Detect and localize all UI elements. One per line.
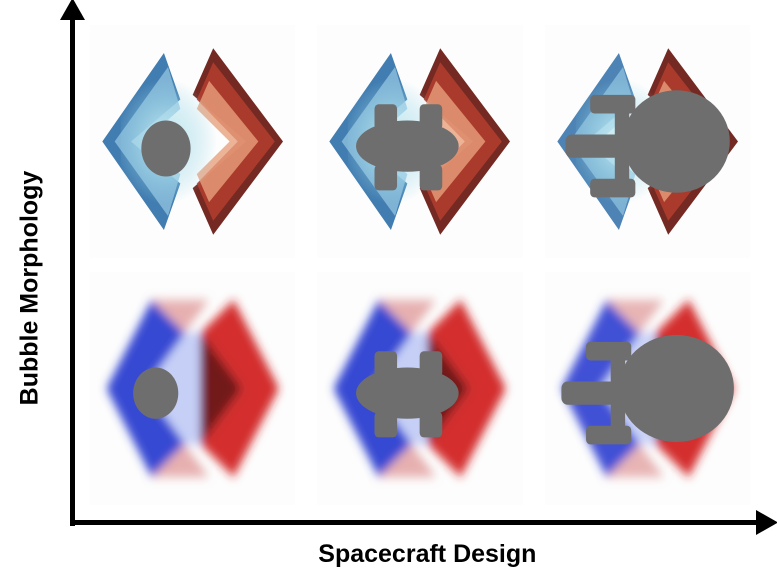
panel-r1c0 <box>90 272 295 505</box>
y-axis-arrow-icon <box>60 0 85 20</box>
panel-r1c2 <box>545 272 750 505</box>
panel-r0c0 <box>90 25 295 258</box>
x-axis-line <box>70 520 760 525</box>
x-axis-label: Spacecraft Design <box>318 540 536 569</box>
y-axis-label: Bubble Morphology <box>16 170 45 405</box>
panel-r0c2 <box>545 25 750 258</box>
panel-grid <box>90 25 750 505</box>
y-axis-line <box>70 8 75 526</box>
panel-r1c1 <box>317 272 522 505</box>
x-axis-arrow-icon <box>756 510 777 535</box>
panel-r0c1 <box>317 25 522 258</box>
